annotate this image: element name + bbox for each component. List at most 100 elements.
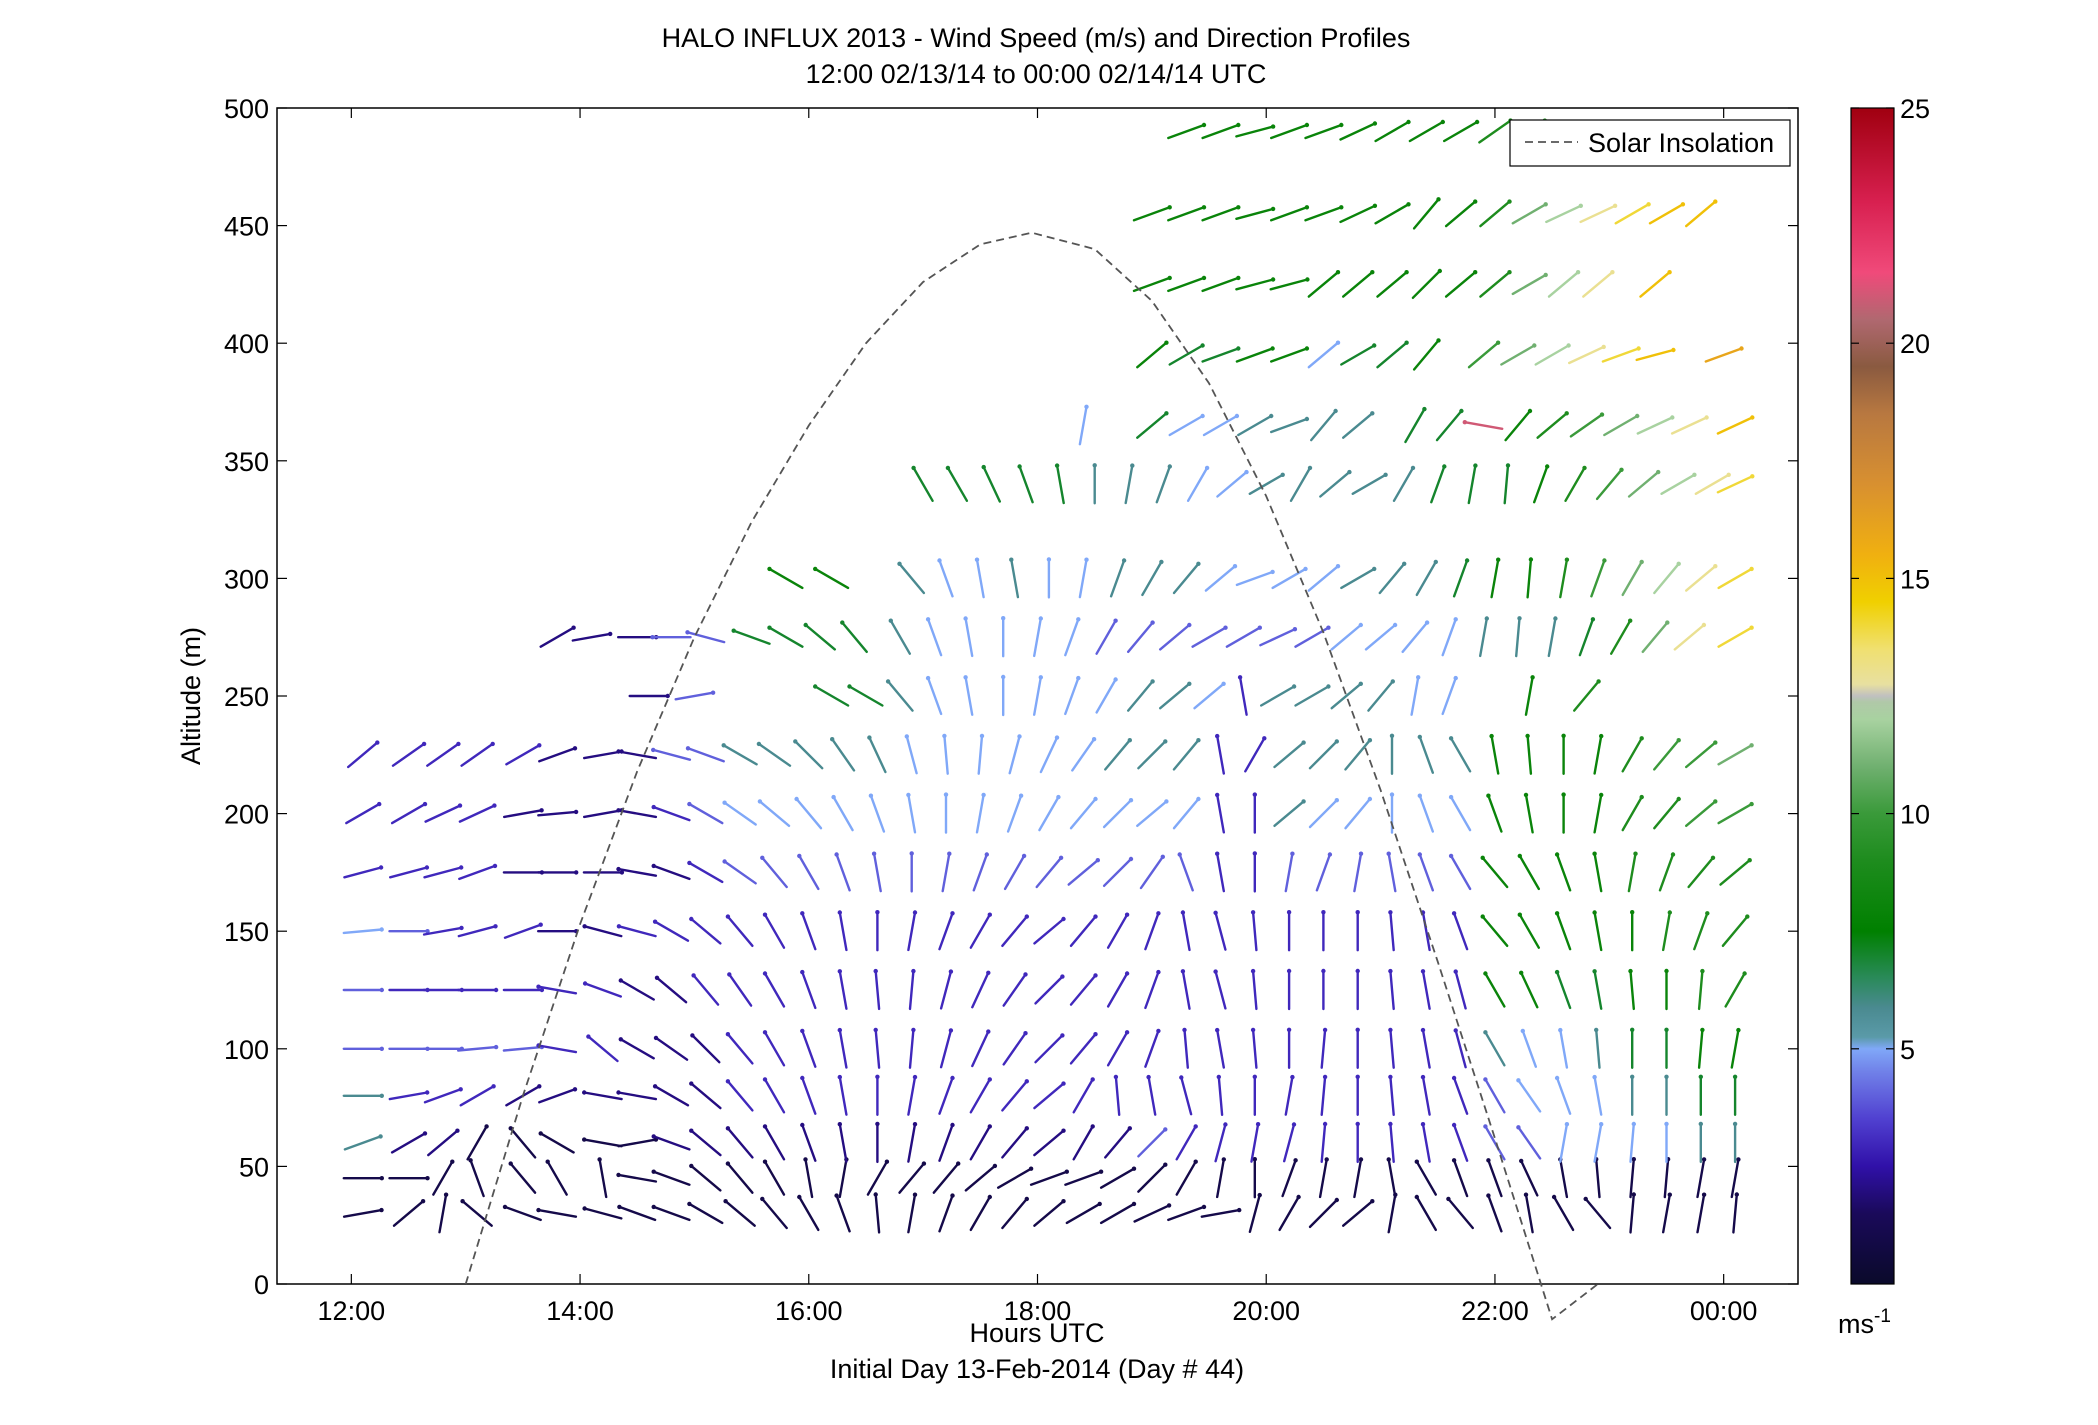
wind-vector-stick [1401,621,1429,653]
wind-vector-stick [1259,685,1296,707]
wind-vector-head [1146,1074,1151,1080]
wind-vector-head [690,1033,695,1038]
wind-vector-head [1451,911,1457,916]
wind-vector [1113,1074,1121,1117]
y-tick-label: 400 [224,329,269,359]
wind-vector-head [574,870,579,875]
wind-vector-head [1671,347,1676,353]
wind-vector-head [1179,1075,1184,1080]
wind-vector-head [687,860,692,866]
wind-vector-head [685,746,691,751]
wind-vector-head [837,1027,842,1033]
wind-vector-stick [728,973,753,1007]
wind-vector-stick [1653,739,1680,771]
wind-vector [582,924,623,938]
wind-vector-head [1701,1157,1707,1162]
wind-vector-stick [938,1076,954,1115]
wind-vector-stick [1137,1163,1167,1193]
wind-vector-head [1091,737,1097,742]
wind-vector-stick [690,1129,722,1157]
wind-vector-head [650,635,655,640]
wind-vector-head [1244,469,1249,475]
wind-vector [1319,469,1352,498]
wind-vector-stick [1191,626,1227,648]
x-axis-label: Hours UTC [969,1318,1104,1348]
wind-vector [1180,969,1191,1010]
wind-vector-head [1166,1203,1172,1208]
wind-vector [1664,1027,1669,1070]
wind-vector-head [911,1027,916,1033]
wind-vector-head [1519,1158,1524,1164]
wind-vector-stick [1251,911,1258,952]
wind-vector-head [1705,911,1710,916]
wind-vector-stick [1269,206,1309,222]
wind-vector [616,866,658,877]
wind-vector-head [1023,972,1028,977]
wind-vector [908,1027,916,1069]
wind-vector-head [1389,792,1395,797]
wind-vector [1191,625,1228,648]
wind-vector [422,925,464,936]
wind-vector-head [1646,202,1651,207]
wind-vector-stick [1168,414,1204,437]
wind-vector-head [1193,1124,1198,1129]
wind-vector [1202,413,1240,437]
wind-vector-head [906,792,911,798]
wind-vector-head [992,1163,998,1169]
wind-vector-stick [1102,857,1133,887]
wind-vector-head [1301,799,1306,804]
wind-vector-head [1424,620,1430,625]
wind-vector-stick [798,854,820,891]
wind-vector-stick [795,797,823,830]
wind-vector-head [572,1087,578,1092]
wind-vector [1629,1157,1637,1199]
wind-vector-stick [691,1034,721,1064]
wind-vector [1467,463,1478,505]
wind-vector-stick [1717,744,1753,766]
wind-vector-stick [1594,1028,1601,1069]
wind-vector-head [1093,1032,1098,1037]
wind-vector [969,1077,992,1114]
wind-vector [907,1192,918,1234]
wind-vector-head [950,1122,955,1128]
wind-vector-head [537,743,542,748]
wind-vector [797,853,820,891]
wind-vector-head [1291,1122,1297,1127]
wind-vector-stick [1289,466,1312,502]
wind-vector-head [1420,1027,1426,1033]
wind-vector [909,851,914,893]
wind-vector-head [1333,408,1338,414]
wind-vector [1730,1027,1741,1069]
wind-vector [1225,625,1263,648]
wind-vector [847,684,884,707]
wind-vector-stick [1175,1125,1197,1161]
wind-vector [873,1027,881,1069]
wind-vector-head [722,859,727,864]
wind-vector-head [731,628,736,633]
wind-vector [1408,119,1446,143]
wind-vector [1593,1122,1604,1163]
wind-vector-head [1433,559,1439,565]
wind-vector [1698,1074,1704,1117]
wind-vector [1524,675,1535,716]
wind-vector-stick [841,621,868,653]
wind-vector [875,1121,880,1164]
wind-vector-head [1156,911,1161,916]
wind-vector [1304,122,1344,140]
wind-vector [1547,270,1581,298]
wind-vector-head [616,1172,621,1178]
wind-vector-stick [459,1085,495,1107]
wind-vector-head [1270,277,1276,282]
wind-vector-head [1486,1193,1491,1198]
wind-vector-stick [458,864,497,881]
wind-vector [1732,1192,1740,1234]
wind-vector [1641,620,1670,653]
wind-vector-head [1358,1157,1364,1162]
wind-vector-stick [1636,416,1674,435]
wind-vector-stick [674,691,715,701]
wind-vector-head [1459,408,1464,414]
wind-vector [1730,1157,1741,1199]
wind-vector-stick [1564,466,1586,502]
wind-vector-head [1270,124,1276,129]
wind-vector-stick [1696,1193,1706,1234]
